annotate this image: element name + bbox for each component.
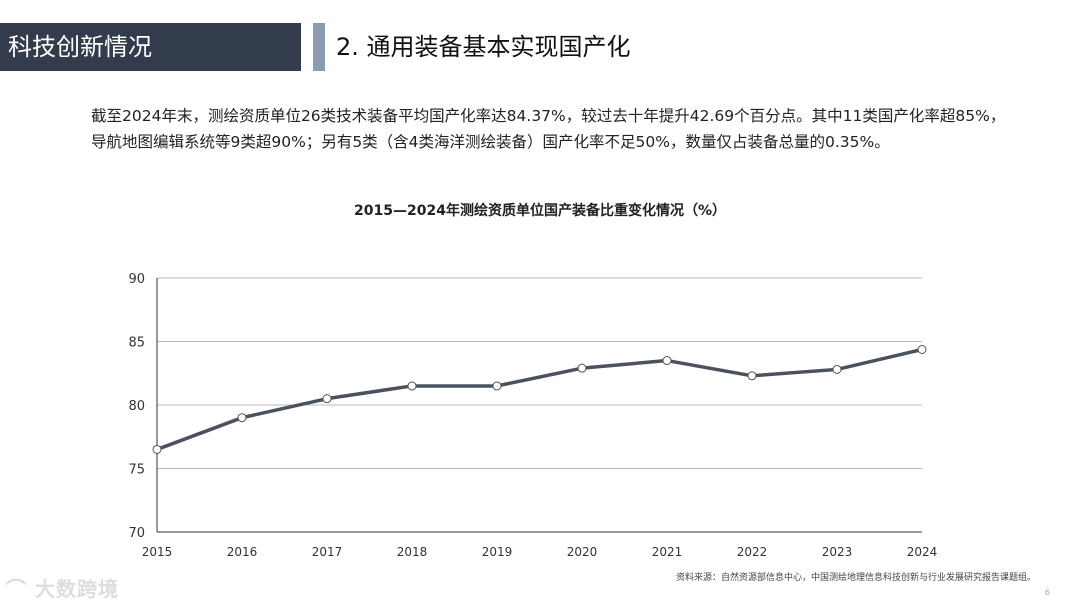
x-tick-label: 2020 <box>567 545 598 559</box>
x-tick-label: 2024 <box>907 545 938 559</box>
x-tick-label: 2021 <box>652 545 683 559</box>
section-label: 科技创新情况 <box>0 23 301 71</box>
data-point <box>322 394 332 404</box>
chart-title: 2015—2024年测绘资质单位国产装备比重变化情况（%） <box>354 203 726 219</box>
y-tick-label: 70 <box>128 526 145 541</box>
watermark-text: 大数跨境 <box>34 577 119 601</box>
data-point <box>237 413 247 423</box>
x-tick-label: 2022 <box>737 545 768 559</box>
y-tick-label: 90 <box>128 272 145 287</box>
x-tick-label: 2018 <box>397 545 428 559</box>
data-point <box>152 444 162 454</box>
series-line <box>156 347 923 452</box>
data-point <box>662 356 672 366</box>
y-tick-label: 75 <box>128 463 145 478</box>
data-point <box>492 381 502 391</box>
y-tick-label: 80 <box>128 399 145 414</box>
data-point <box>917 345 927 355</box>
source-note: 资料来源：自然资源部信息中心，中国测绘地理信息科技创新与行业发展研究报告课题组。 <box>675 573 1036 583</box>
y-tick-label: 85 <box>128 336 145 351</box>
page-title: 2. 通用装备基本实现国产化 <box>336 33 631 61</box>
page-number: 6 <box>1044 588 1050 597</box>
title-accent-bar <box>313 23 325 71</box>
x-tick-label: 2019 <box>482 545 513 559</box>
data-point <box>577 363 587 373</box>
x-tick-label: 2015 <box>142 545 173 559</box>
data-point <box>832 364 842 374</box>
x-tick-label: 2017 <box>312 545 343 559</box>
x-tick-label: 2023 <box>822 545 853 559</box>
data-point <box>407 381 417 391</box>
watermark-logo: ⌒ 大数跨境 <box>6 577 119 601</box>
data-point <box>747 371 757 381</box>
summary-paragraph: 截至2024年末，测绘资质单位26类技术装备平均国产化率达84.37%，较过去十… <box>91 107 1006 151</box>
x-tick-label: 2016 <box>227 545 258 559</box>
